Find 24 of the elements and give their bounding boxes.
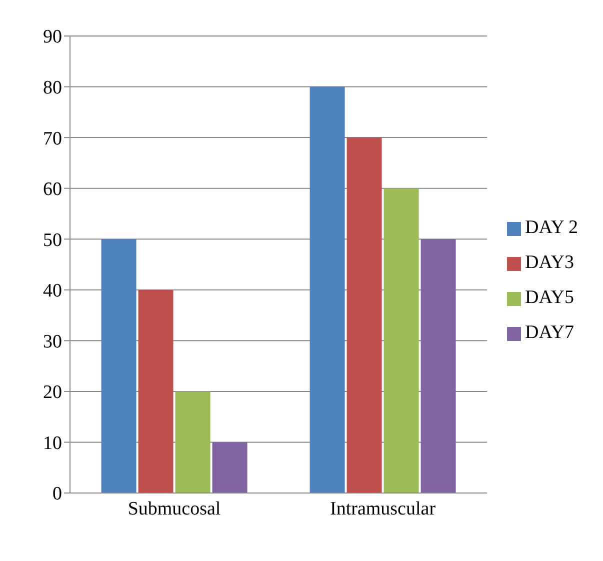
y-tick-label: 40 <box>43 280 62 302</box>
x-tick-label: Intramuscular <box>330 498 436 520</box>
y-tick-label: 70 <box>43 128 62 150</box>
bar <box>175 391 210 493</box>
bar <box>138 290 174 493</box>
bar <box>310 86 345 493</box>
y-tick-label: 90 <box>43 26 62 48</box>
y-tick-label: 20 <box>43 382 62 404</box>
bar <box>101 239 136 493</box>
y-tick-label: 60 <box>43 179 62 200</box>
y-tick-label: 0 <box>52 484 62 505</box>
legend-label: DAY 2 <box>525 216 578 238</box>
y-tick-label: 10 <box>43 432 62 454</box>
bar <box>346 138 382 493</box>
x-tick-label: Submucosal <box>128 498 221 520</box>
legend-label: DAY7 <box>525 322 574 342</box>
bar <box>212 442 248 493</box>
y-tick-label: 30 <box>43 331 62 352</box>
legend-label: DAY3 <box>525 252 574 272</box>
legend-label: DAY5 <box>525 286 574 308</box>
bar <box>384 188 419 493</box>
y-tick-label: 80 <box>43 78 62 99</box>
y-tick-label: 50 <box>43 230 62 251</box>
bar <box>420 239 456 493</box>
